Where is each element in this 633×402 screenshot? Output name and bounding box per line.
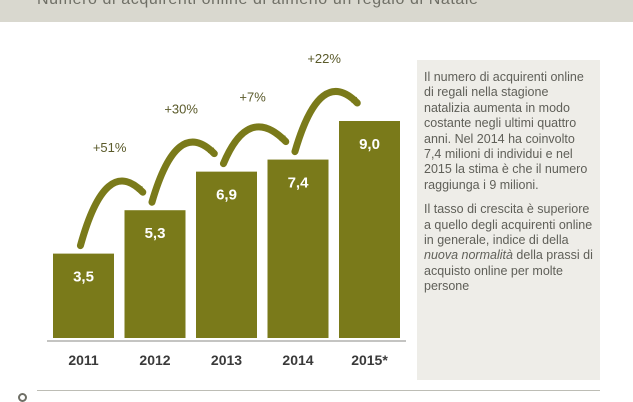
chart-title: Numero di acquirenti online di almeno un… xyxy=(37,0,479,9)
commentary-box: Il numero di acquirenti online di regali… xyxy=(417,60,600,380)
bar-2012 xyxy=(124,210,186,338)
category-label-2013: 2013 xyxy=(211,352,242,368)
commentary-emphasis: nuova normalità xyxy=(424,248,513,263)
value-label-2014: 7,4 xyxy=(288,175,310,192)
labels-layer: 3,5 2011 5,3 2012 6,9 2013 7,4 2014 9,0 2015* xyxy=(68,136,388,368)
growth-arrow-4 xyxy=(291,88,361,156)
bar-2015* xyxy=(339,121,400,338)
bar-2013 xyxy=(196,171,257,338)
commentary-paragraph-2: Il tasso di crescita è superiore a quell… xyxy=(424,202,593,294)
category-label-2015*: 2015* xyxy=(351,352,388,368)
value-label-2015*: 9,0 xyxy=(359,136,380,153)
value-label-2011: 3,5 xyxy=(73,269,94,286)
category-label-2014: 2014 xyxy=(282,352,313,368)
value-label-2012: 5,3 xyxy=(145,225,166,242)
category-label-2012: 2012 xyxy=(139,352,170,368)
bar-2014 xyxy=(267,159,329,338)
growth-label-3: +7% xyxy=(239,90,266,105)
growth-arrow-3 xyxy=(219,123,290,168)
bar-2011 xyxy=(53,253,114,338)
commentary-paragraph-2-end: della prassi di acquisto online per molt… xyxy=(424,248,593,294)
growth-arrows-layer: +51% +30% +7% +22% xyxy=(76,51,361,250)
source-marker-icon xyxy=(18,393,27,402)
growth-arrow-1 xyxy=(76,177,147,250)
growth-label-1: +51% xyxy=(93,140,127,155)
bottom-divider xyxy=(37,390,600,391)
bar-chart: +51% +30% +7% +22% 3,5 2011 5,3 2012 6,9 2013 7,4… xyxy=(47,51,406,368)
growth-label-4: +22% xyxy=(307,51,341,66)
growth-arrow-2 xyxy=(148,138,218,206)
title-strip: Numero di acquirenti online di almeno un… xyxy=(0,0,633,22)
commentary-paragraph-1: Il numero di acquirenti online di regali… xyxy=(424,70,588,192)
value-label-2013: 6,9 xyxy=(216,187,237,204)
category-label-2011: 2011 xyxy=(68,352,99,368)
growth-label-2: +30% xyxy=(164,102,198,117)
commentary-paragraph-2-start: Il tasso di crescita è superiore a quell… xyxy=(424,202,593,248)
bars-layer xyxy=(47,121,406,342)
